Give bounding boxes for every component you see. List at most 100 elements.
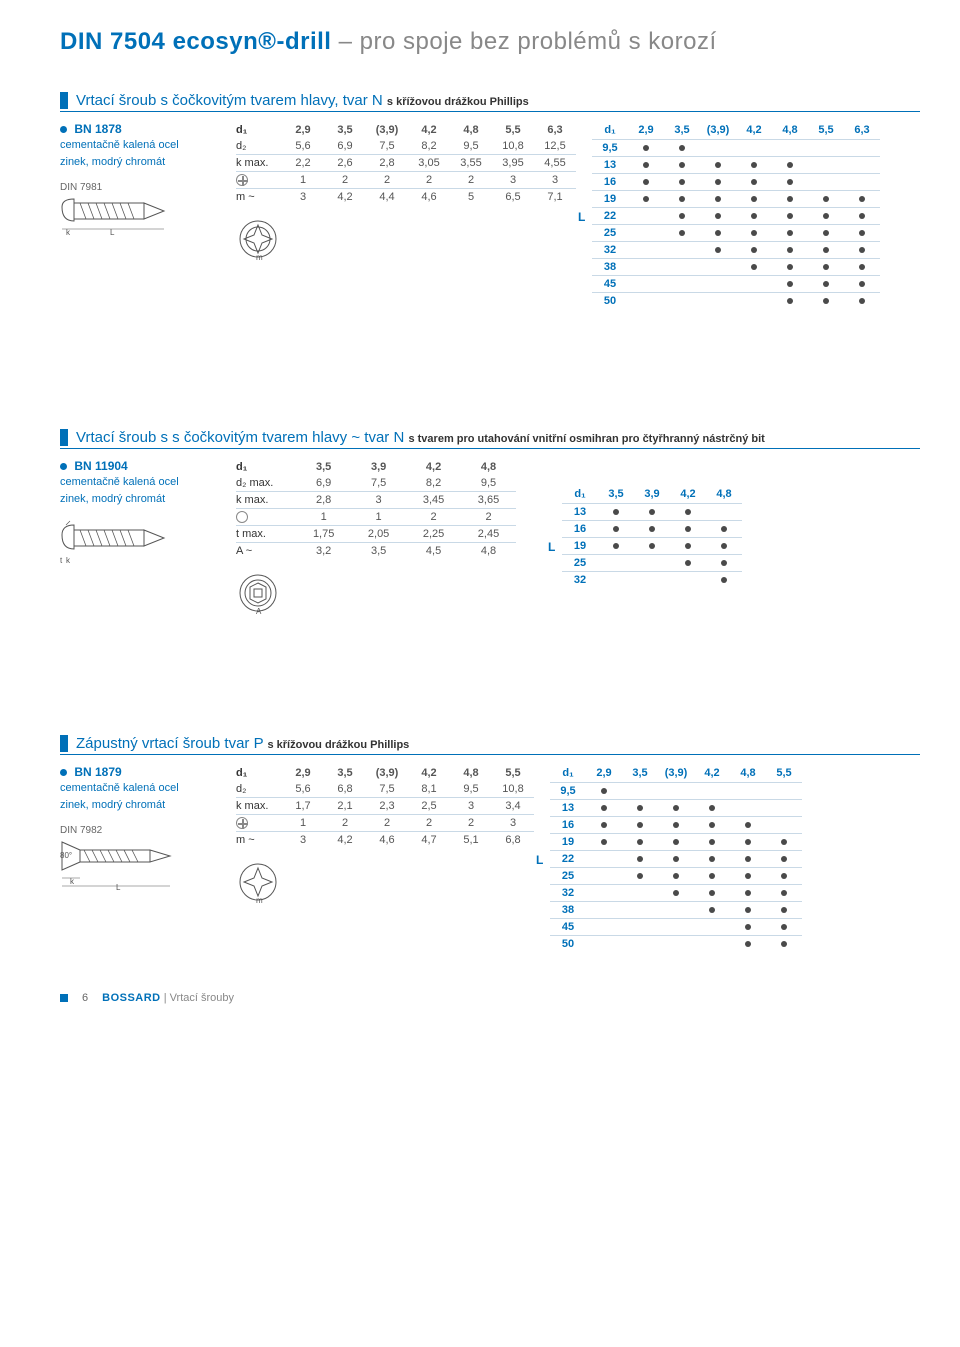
spec-cell: k max. <box>236 492 296 509</box>
avail-cell <box>658 834 694 851</box>
available-dot-icon <box>745 839 751 845</box>
avail-cell <box>706 521 742 538</box>
avail-cell <box>694 783 730 800</box>
avail-cell <box>730 817 766 834</box>
bullet-icon <box>60 769 67 776</box>
avail-header-cell: 4,2 <box>736 122 772 140</box>
available-dot-icon <box>751 213 757 219</box>
avail-cell <box>808 225 844 242</box>
available-dot-icon <box>781 856 787 862</box>
avail-cell <box>664 157 700 174</box>
avail-cell <box>808 293 844 310</box>
avail-cell <box>622 851 658 868</box>
section2-title: Vrtací šroub s s čočkovitým tvarem hlavy… <box>60 429 920 446</box>
avail-cell <box>664 242 700 259</box>
avail-length-cell: 16 <box>592 174 628 191</box>
avail-length-cell: 50 <box>550 936 586 953</box>
spec-cell: 4,7 <box>408 832 450 849</box>
avail-cell <box>670 572 706 589</box>
avail-cell <box>628 208 664 225</box>
available-dot-icon <box>709 805 715 811</box>
avail-cell <box>664 225 700 242</box>
available-dot-icon <box>823 264 829 270</box>
available-dot-icon <box>715 162 721 168</box>
avail-cell <box>598 521 634 538</box>
spec-cell: 3,95 <box>492 155 534 172</box>
available-dot-icon <box>643 162 649 168</box>
available-dot-icon <box>715 230 721 236</box>
spec-cell: k max. <box>236 798 282 815</box>
avail-length-cell: L22 <box>550 851 586 868</box>
avail-header-cell: 4,8 <box>730 765 766 783</box>
section1-bn: BN 1878 <box>74 122 121 136</box>
avail-header-cell: d₁ <box>562 486 598 504</box>
spec-cell: 8,2 <box>408 138 450 155</box>
avail-cell <box>586 919 622 936</box>
avail-header-cell: 4,8 <box>706 486 742 504</box>
spec-cell: 2 <box>324 815 366 832</box>
spec-cell: 6,8 <box>492 832 534 849</box>
spec-header-cell: 3,5 <box>324 122 366 138</box>
section1-din-ref: DIN 7981 <box>60 182 170 193</box>
avail-cell <box>628 276 664 293</box>
section1-avail-table: d₁2,93,5(3,9)4,24,85,56,39,5131619L22253… <box>592 122 880 309</box>
spec-cell: 5,6 <box>282 138 324 155</box>
svg-text:k: k <box>66 228 71 237</box>
spec-cell: 4,2 <box>324 832 366 849</box>
avail-cell <box>700 259 736 276</box>
avail-cell <box>730 851 766 868</box>
available-dot-icon <box>637 822 643 828</box>
avail-cell <box>628 242 664 259</box>
avail-cell <box>658 885 694 902</box>
available-dot-icon <box>787 196 793 202</box>
avail-cell <box>766 800 802 817</box>
avail-cell <box>628 191 664 208</box>
spec-header-cell: 5,5 <box>492 765 534 781</box>
avail-cell <box>766 902 802 919</box>
avail-cell <box>766 885 802 902</box>
available-dot-icon <box>751 196 757 202</box>
avail-cell <box>808 191 844 208</box>
available-dot-icon <box>823 213 829 219</box>
avail-cell <box>730 868 766 885</box>
available-dot-icon <box>709 873 715 879</box>
avail-cell <box>658 817 694 834</box>
avail-length-cell: 13 <box>550 800 586 817</box>
available-dot-icon <box>679 179 685 185</box>
available-dot-icon <box>601 805 607 811</box>
avail-cell <box>658 783 694 800</box>
spec-header-cell: 2,9 <box>282 122 324 138</box>
avail-cell <box>658 868 694 885</box>
title-rest: – pro spoje bez problémů s korozí <box>339 28 717 55</box>
avail-cell <box>844 276 880 293</box>
avail-cell <box>772 242 808 259</box>
available-dot-icon <box>715 213 721 219</box>
spec-cell: 2,8 <box>366 155 408 172</box>
avail-cell <box>772 157 808 174</box>
spec-header-cell: 5,5 <box>492 122 534 138</box>
available-dot-icon <box>673 873 679 879</box>
avail-length-cell: 9,5 <box>550 783 586 800</box>
available-dot-icon <box>787 264 793 270</box>
avail-cell <box>586 902 622 919</box>
available-dot-icon <box>643 179 649 185</box>
avail-cell <box>700 293 736 310</box>
avail-cell <box>772 191 808 208</box>
section2-avail-table: d₁3,53,94,24,81316L192532 <box>562 486 742 588</box>
avail-cell <box>736 225 772 242</box>
avail-cell <box>622 800 658 817</box>
avail-cell <box>844 208 880 225</box>
hex-head-icon: A <box>236 571 280 615</box>
spec-header-cell: 4,8 <box>450 122 492 138</box>
avail-cell <box>736 157 772 174</box>
bullet-icon <box>60 126 67 133</box>
spec-cell: 2,25 <box>406 526 461 543</box>
spec-header-cell: 4,2 <box>408 765 450 781</box>
available-dot-icon <box>709 839 715 845</box>
spec-cell: 8,1 <box>408 781 450 798</box>
spec-cell: 3,55 <box>450 155 492 172</box>
available-dot-icon <box>787 213 793 219</box>
angle-label: 80° <box>60 851 72 860</box>
avail-cell <box>766 868 802 885</box>
avail-cell <box>730 936 766 953</box>
